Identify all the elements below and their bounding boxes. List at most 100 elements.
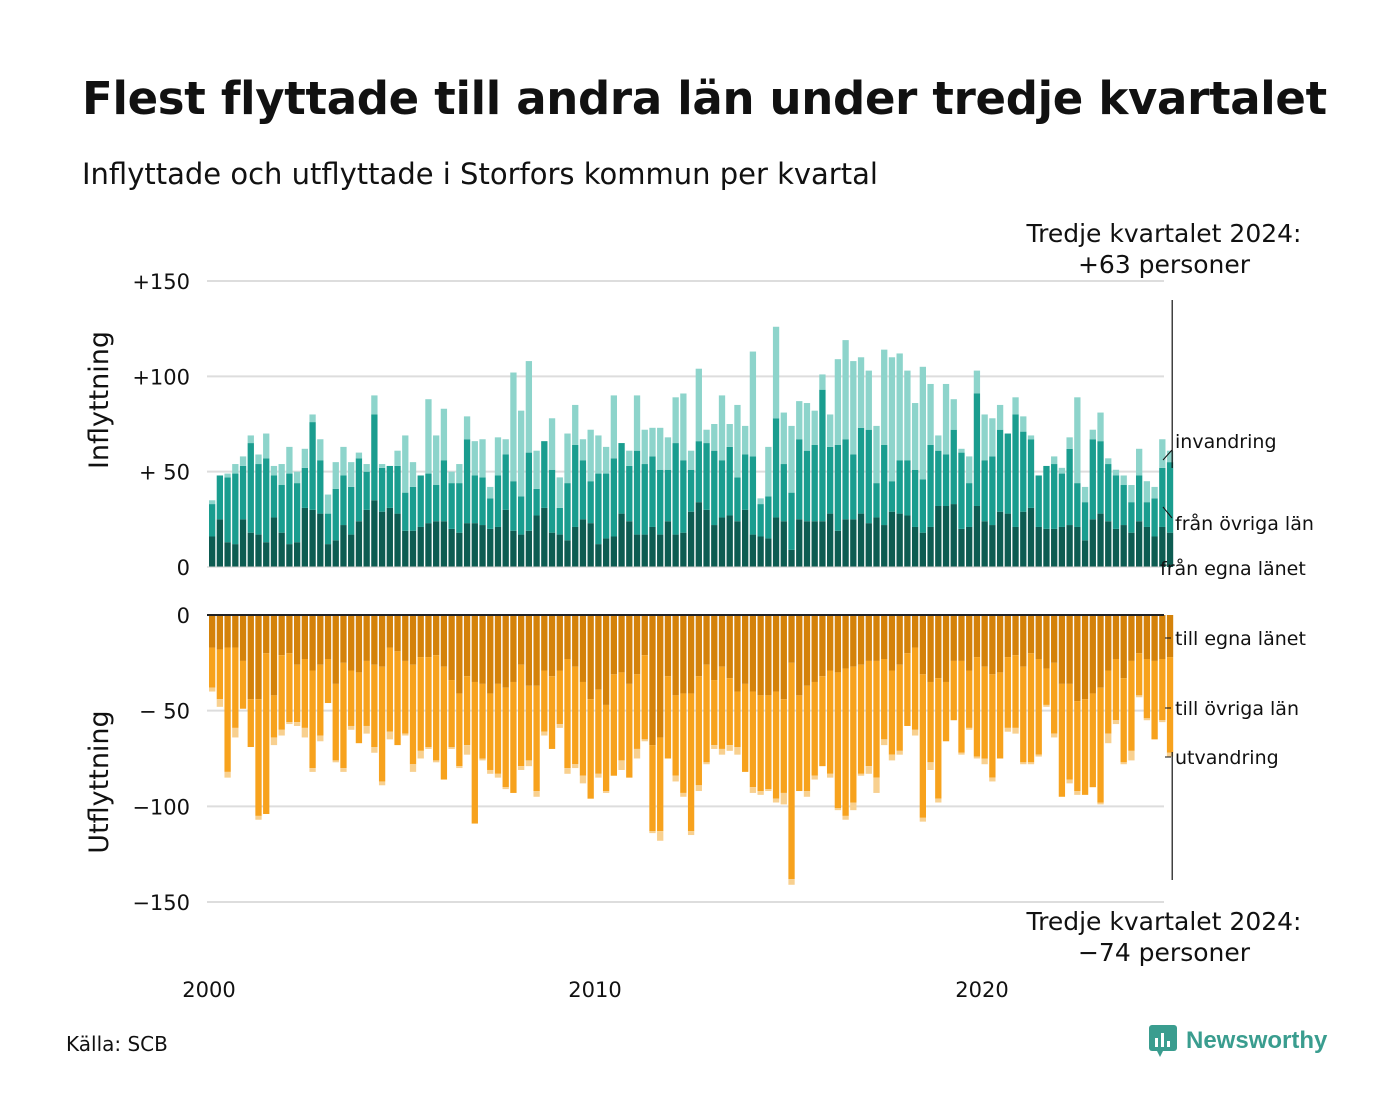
bar-out-segment (487, 769, 494, 774)
bar-out-segment (394, 651, 401, 746)
bar-out-segment (966, 615, 973, 671)
bar-out-segment (1143, 718, 1151, 721)
bar-out-segment (765, 695, 772, 790)
bar-in-segment (966, 483, 973, 527)
bar-in-segment (216, 475, 224, 520)
xtick-label: 2000 (182, 978, 235, 1002)
bar-out-segment (695, 615, 702, 677)
bar-out-segment (649, 615, 656, 746)
bar-in-segment (1020, 431, 1027, 512)
bar-in-segment (595, 473, 602, 545)
bar-out-segment (1020, 666, 1027, 763)
callout-outflow: Tredje kvartalet 2024: −74 personer (1012, 906, 1316, 968)
series-label-out: till övriga län (1175, 698, 1299, 720)
bar-in-segment (796, 439, 803, 520)
bar-in-segment (788, 425, 795, 493)
bar-in-segment (556, 507, 563, 535)
ylabel-inflow: Inflyttning (84, 331, 115, 469)
bar-in-segment (494, 526, 502, 567)
bar-out-segment (363, 615, 370, 661)
bar-out-segment (911, 647, 919, 730)
bar-in-segment (1066, 525, 1073, 567)
bar-in-segment (324, 494, 332, 514)
bar-out-segment (479, 758, 486, 761)
bar-out-segment (657, 615, 664, 738)
bar-out-segment (881, 739, 888, 746)
bar-out-segment (649, 831, 656, 834)
bar-in-segment (1027, 507, 1035, 567)
bar-in-segment (1136, 475, 1143, 522)
ytick-label-in: +150 (132, 270, 190, 294)
bar-out-segment (494, 773, 502, 778)
bar-in-segment (981, 414, 988, 461)
bar-in-segment (1074, 483, 1081, 527)
bar-in-segment (973, 505, 981, 567)
bar-in-segment (981, 460, 988, 522)
bar-out-segment (687, 693, 695, 832)
bar-out-segment (749, 787, 757, 793)
bar-out-segment (463, 615, 471, 677)
bar-out-segment (564, 659, 571, 769)
bar-in-segment (827, 513, 834, 567)
bar-out-segment (610, 674, 617, 776)
bar-in-segment (355, 452, 363, 459)
bar-in-segment (1097, 441, 1104, 514)
bar-in-segment (1159, 467, 1166, 527)
bar-out-segment (270, 615, 278, 696)
bar-in-segment (718, 460, 726, 518)
bar-in-segment (927, 526, 934, 567)
bar-in-segment (749, 351, 757, 457)
bar-in-segment (641, 464, 648, 535)
bar-in-segment (935, 505, 942, 567)
bar-in-segment (247, 532, 254, 567)
bar-in-segment (548, 469, 556, 533)
bar-out-segment (772, 798, 780, 803)
bar-in-segment (533, 450, 540, 489)
bar-in-segment (340, 525, 347, 567)
bar-in-segment (456, 464, 463, 484)
bar-in-segment (881, 349, 888, 445)
bar-out-segment (301, 615, 308, 660)
bar-in-segment (649, 456, 656, 527)
bar-out-segment (378, 781, 386, 786)
bar-in-segment (695, 441, 702, 503)
bar-out-segment (718, 748, 726, 755)
bar-out-segment (888, 615, 896, 671)
bar-out-segment (1159, 615, 1166, 660)
bar-in-segment (293, 483, 301, 543)
bar-in-segment (355, 458, 363, 522)
bar-in-segment (765, 446, 772, 497)
bar-in-segment (834, 444, 842, 531)
bar-in-segment (1012, 526, 1019, 567)
bar-out-segment (386, 647, 393, 732)
bar-in-segment (1097, 412, 1104, 442)
bar-out-segment (1089, 693, 1096, 788)
bar-in-segment (865, 523, 872, 567)
bar-in-segment (811, 410, 818, 445)
bar-in-segment (579, 460, 587, 520)
bar-out-segment (263, 653, 270, 814)
bar-in-segment (904, 515, 911, 567)
bar-out-segment (239, 615, 247, 661)
bar-in-segment (1027, 439, 1035, 508)
bar-out-segment (433, 760, 440, 763)
bar-out-segment (942, 615, 950, 682)
bar-in-segment (587, 429, 594, 482)
bar-out-segment (935, 798, 942, 803)
bar-out-segment (456, 693, 463, 767)
bar-in-segment (564, 540, 571, 567)
bar-out-segment (417, 750, 424, 759)
bar-out-segment (293, 722, 301, 726)
brand-name: Newsworthy (1186, 1027, 1328, 1054)
bar-in-segment (525, 452, 533, 531)
bar-out-segment (448, 680, 455, 748)
bar-out-segment (572, 666, 579, 765)
bar-in-segment (409, 530, 417, 567)
bar-out-segment (819, 676, 826, 767)
bar-out-segment (657, 737, 664, 832)
bar-in-segment (672, 443, 679, 535)
bar-in-segment (958, 452, 965, 529)
bar-out-segment (417, 615, 424, 658)
bar-in-segment (610, 536, 617, 567)
bar-in-segment (479, 477, 486, 526)
